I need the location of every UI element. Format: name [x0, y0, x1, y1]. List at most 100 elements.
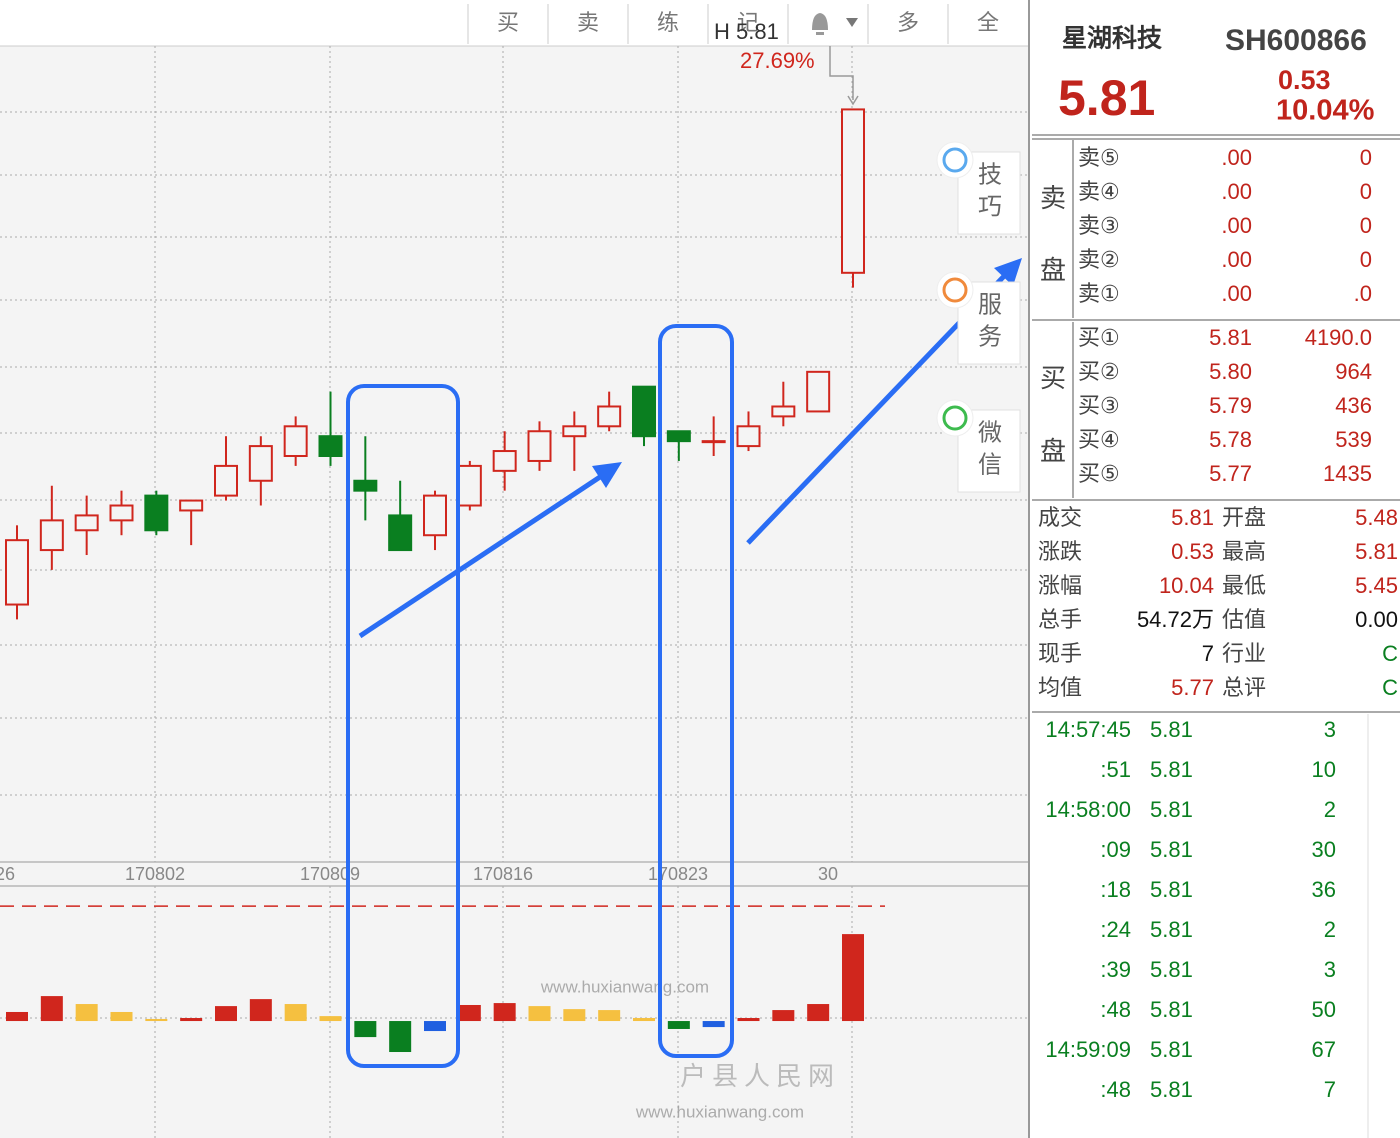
toolbar-button[interactable]: 卖	[577, 10, 599, 35]
book-price: .00	[1221, 247, 1252, 272]
tick-time: :09	[1100, 837, 1131, 862]
tick-time: 14:59:09	[1045, 1037, 1131, 1062]
indicator-bar	[737, 1018, 760, 1022]
indicator-bar	[354, 1021, 377, 1038]
tick-time: :39	[1100, 957, 1131, 982]
book-level: 买⑤	[1078, 461, 1120, 486]
tick-price: 5.81	[1150, 757, 1193, 782]
tick-time: 14:57:45	[1045, 717, 1131, 742]
tick-price: 5.81	[1150, 717, 1193, 742]
x-tick-label: 26	[0, 864, 15, 884]
watermark: www.huxianwang.com	[540, 977, 709, 996]
price-change: 0.53	[1278, 65, 1331, 95]
stat-label: 开盘	[1222, 505, 1266, 530]
side-button[interactable]	[957, 409, 1021, 493]
toolbar-button[interactable]: 记	[737, 10, 759, 35]
tick-volume: 36	[1312, 877, 1336, 902]
tick-time: :51	[1100, 757, 1131, 782]
toolbar-button[interactable]: 买	[497, 10, 519, 35]
indicator-bar	[319, 1016, 342, 1022]
book-level: 买①	[1078, 325, 1120, 350]
indicator-bar	[702, 1021, 725, 1028]
indicator-bar	[667, 1021, 690, 1029]
book-side-label: 卖	[1040, 183, 1066, 213]
indicator-bar	[284, 1004, 307, 1022]
candle-body	[179, 499, 204, 512]
indicator-bar	[110, 1011, 133, 1022]
chart-bg	[0, 0, 1028, 1138]
book-price: 5.79	[1209, 393, 1252, 418]
book-volume: 0	[1360, 247, 1372, 272]
stat-value: 54.72万	[1137, 607, 1214, 632]
stock-code: SH600866	[1225, 24, 1367, 57]
indicator-bar	[6, 1011, 28, 1022]
side-button-label: 服	[978, 291, 1002, 318]
toolbar-button[interactable]: 练	[657, 10, 679, 35]
indicator-bar	[75, 1004, 98, 1022]
book-volume: 0	[1360, 213, 1372, 238]
annotation-leader	[829, 46, 854, 100]
tick-volume: 67	[1312, 1037, 1336, 1062]
stat-label: 总评	[1222, 675, 1266, 700]
tick-volume: 10	[1312, 757, 1336, 782]
indicator-bar	[842, 934, 864, 1022]
book-side-label: 买	[1040, 363, 1066, 393]
side-icon	[936, 141, 974, 179]
indicator-bar	[180, 1018, 203, 1022]
price-pct: 10.04%	[1276, 95, 1375, 127]
book-level: 卖①	[1078, 281, 1120, 306]
tick-volume: 2	[1324, 797, 1336, 822]
dropdown-icon[interactable]	[846, 18, 858, 27]
indicator-bar	[389, 1021, 412, 1053]
tick-time: :48	[1100, 1077, 1131, 1102]
candle-body	[214, 464, 238, 497]
stat-label: 估值	[1222, 607, 1266, 632]
book-side-label: 盘	[1040, 255, 1066, 285]
book-price: 5.78	[1209, 427, 1252, 452]
candle-body	[388, 514, 413, 552]
tick-price: 5.81	[1150, 877, 1193, 902]
indicator-bar	[563, 1009, 586, 1022]
candle-body	[597, 405, 622, 428]
book-level: 卖③	[1078, 213, 1120, 238]
book-volume: 0	[1360, 179, 1372, 204]
indicator-bar	[528, 1006, 551, 1022]
candle-body	[457, 464, 482, 507]
indicator-bar	[458, 1004, 481, 1022]
book-level: 买③	[1078, 393, 1120, 418]
tick-volume: 3	[1324, 717, 1336, 742]
annotation-arrow	[847, 95, 859, 106]
candle-body	[144, 494, 169, 532]
tick-volume: 3	[1324, 957, 1336, 982]
toolbar-button[interactable]: 多	[897, 10, 919, 35]
stat-value: 0.53	[1171, 539, 1214, 564]
trend-arrow	[358, 470, 608, 639]
candle-body	[318, 435, 343, 458]
highlight-box	[346, 384, 460, 1068]
quote-panel	[1030, 0, 1400, 1138]
candle-body	[632, 385, 656, 438]
arrow-head	[592, 462, 622, 488]
indicator-bar	[493, 1003, 516, 1022]
book-volume: 964	[1335, 359, 1372, 384]
bell-icon[interactable]	[812, 13, 828, 35]
stat-value: 5.81	[1355, 539, 1398, 564]
tick-price: 5.81	[1150, 837, 1193, 862]
candle-body	[736, 425, 761, 448]
stat-value: 5.48	[1355, 505, 1398, 530]
high-label: H 5.81	[714, 19, 779, 44]
toolbar-button[interactable]: 全	[977, 10, 999, 35]
indicator-bar	[772, 1010, 795, 1022]
side-button-label: 信	[978, 451, 1002, 478]
side-icon	[936, 271, 974, 309]
candle-body	[74, 514, 99, 532]
tick-time: :24	[1100, 917, 1131, 942]
indicator-bar	[424, 1021, 446, 1032]
indicator-bar	[249, 999, 272, 1022]
tick-price: 5.81	[1150, 797, 1193, 822]
stat-value: C	[1382, 675, 1398, 700]
candle-body	[701, 440, 726, 444]
candle-body	[39, 519, 64, 552]
book-volume: 4190.0	[1305, 325, 1372, 350]
indicator-bar	[215, 1006, 237, 1022]
